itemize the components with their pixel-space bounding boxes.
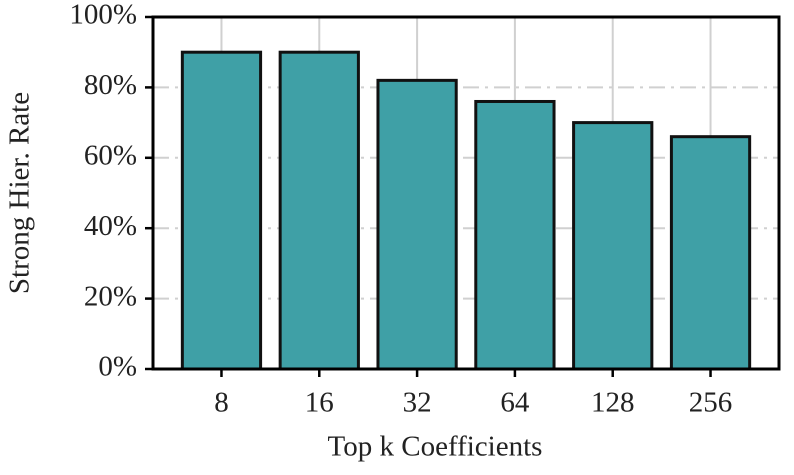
bar [669,135,752,371]
bar [376,78,458,371]
x-tick-label: 256 [689,387,733,419]
plot-frame [151,15,781,371]
y-tick-label: 100% [69,0,137,31]
bar [278,50,360,371]
bar [572,121,654,371]
y-tick-label: 80% [84,69,137,101]
x-tick-label: 128 [591,387,635,419]
x-axis-label: Top k Coefficients [328,431,543,463]
y-tick-label: 60% [84,139,137,171]
y-axis-label: Strong Hier. Rate [4,92,36,294]
bar [180,50,263,371]
x-tick-label: 64 [500,387,530,419]
y-tick-label: 20% [84,280,137,312]
x-tick-label: 16 [305,387,334,419]
y-tick-label: 40% [84,210,137,242]
bar [474,99,556,371]
x-tick-label: 32 [403,387,432,419]
x-tick-label: 8 [214,387,229,419]
y-tick-label: 0% [98,351,137,383]
